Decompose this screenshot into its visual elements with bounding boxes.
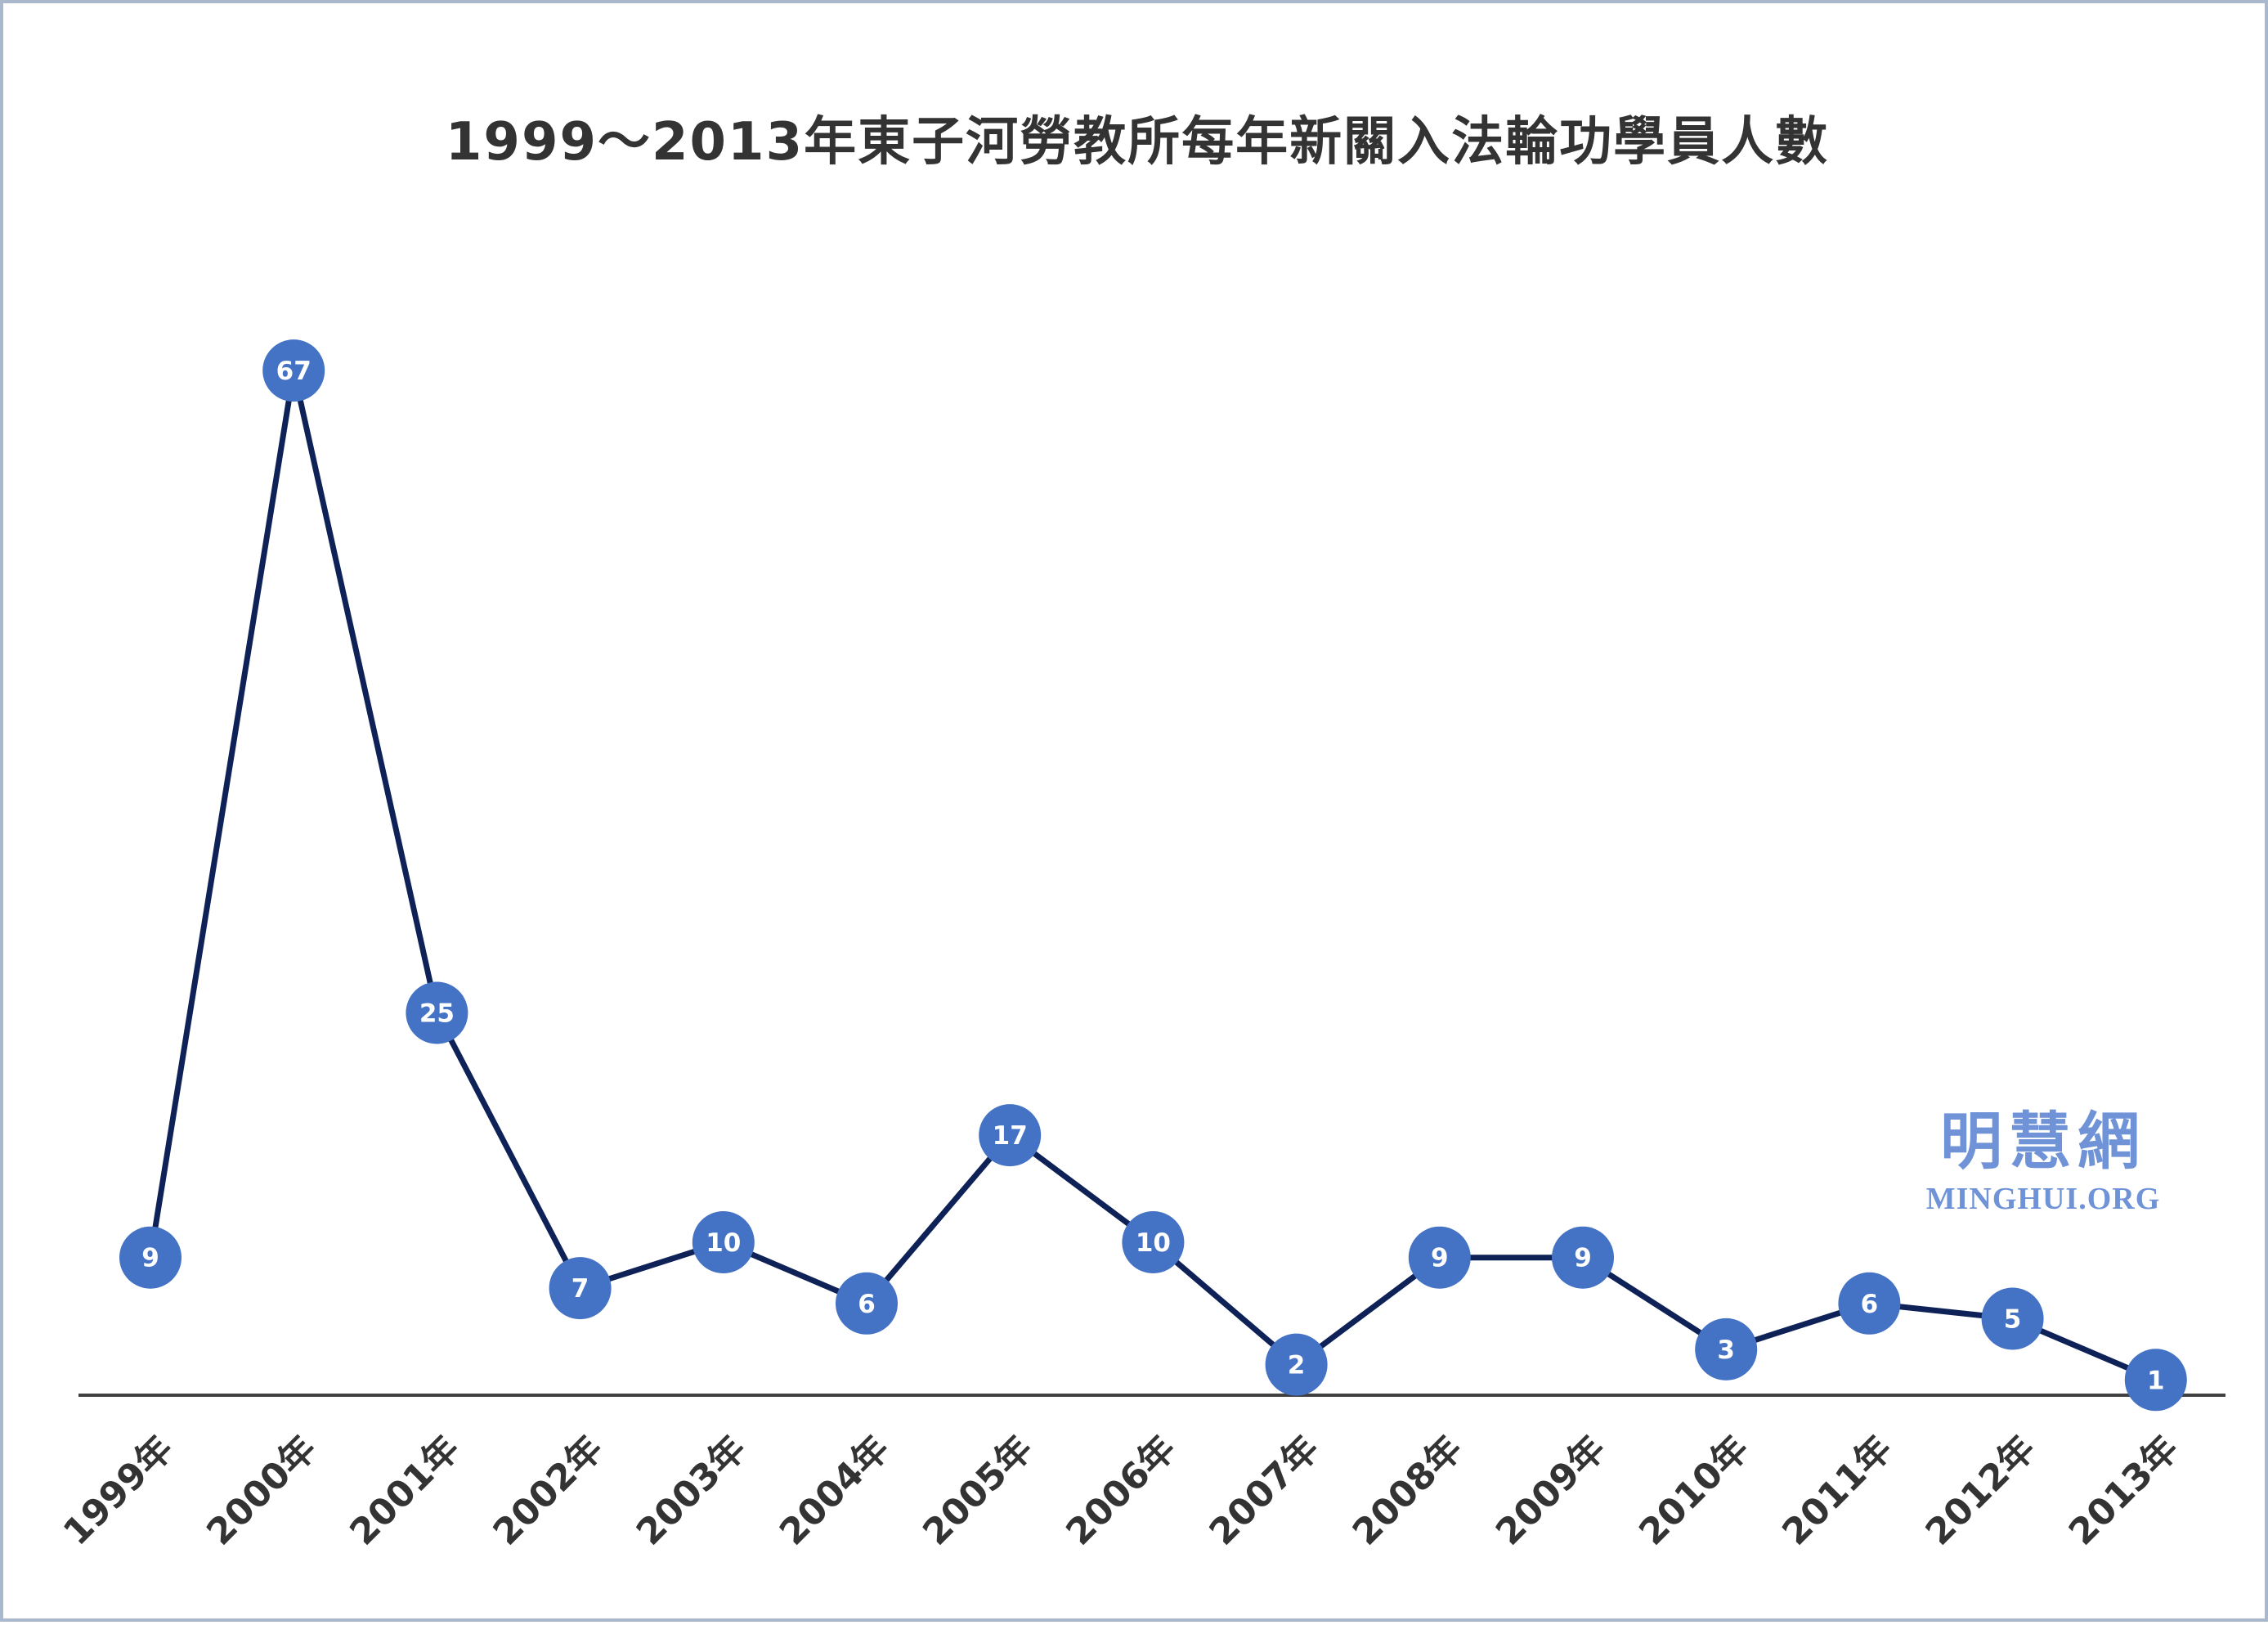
- logo-chinese-text: 明慧網: [1940, 1105, 2146, 1178]
- data-point: 25: [406, 981, 468, 1044]
- data-label: 2: [1288, 1351, 1306, 1380]
- x-tick-label: 2002年: [486, 1428, 612, 1554]
- logo-english-text: MINGHUI.ORG: [1925, 1181, 2161, 1216]
- data-point-marker: [1838, 1272, 1901, 1335]
- data-point-marker: [549, 1257, 612, 1320]
- data-point-marker: [1265, 1333, 1328, 1396]
- data-point: 9: [1408, 1226, 1471, 1289]
- data-label: 10: [706, 1228, 741, 1258]
- data-label: 67: [276, 357, 312, 386]
- data-point-marker: [1122, 1211, 1185, 1273]
- x-tick-label: 2007年: [1202, 1428, 1328, 1554]
- data-point-marker: [406, 981, 468, 1044]
- data-point-marker: [692, 1211, 755, 1273]
- data-label: 6: [858, 1290, 876, 1319]
- data-point: 17: [979, 1104, 1042, 1167]
- data-point-marker: [262, 339, 325, 402]
- data-point-marker: [836, 1272, 898, 1335]
- x-tick-label: 2003年: [629, 1428, 755, 1554]
- x-tick-label: 1999年: [56, 1428, 182, 1554]
- x-tick-label: 2013年: [2061, 1428, 2187, 1554]
- line-chart: 9 67 25 7 10 6 17 10 2 9 9 3 6 5 1 1999年 2000年 2001年 2002年…: [56, 339, 2225, 1554]
- data-label: 3: [1717, 1335, 1735, 1365]
- chart-title: 1999～2013年東子河勞教所每年新關入法輪功學員人數: [445, 112, 1830, 173]
- data-point: 6: [836, 1272, 898, 1335]
- data-label: 7: [571, 1274, 589, 1304]
- data-point-marker: [979, 1104, 1042, 1167]
- data-label: 9: [1431, 1244, 1449, 1273]
- data-point: 10: [1122, 1211, 1185, 1273]
- data-label: 10: [1136, 1228, 1171, 1258]
- data-point-marker: [119, 1226, 182, 1289]
- x-tick-label: 2006年: [1058, 1428, 1184, 1554]
- data-label: 9: [141, 1244, 159, 1273]
- data-point-marker: [1981, 1287, 2044, 1350]
- data-point: 7: [549, 1257, 612, 1320]
- x-tick-label: 2009年: [1488, 1428, 1614, 1554]
- x-tick-label: 2008年: [1345, 1428, 1471, 1554]
- data-point: 9: [119, 1226, 182, 1289]
- data-point: 10: [692, 1211, 755, 1273]
- x-tick-label: 2010年: [1631, 1428, 1757, 1554]
- x-tick-label: 2004年: [772, 1428, 898, 1554]
- minghui-logo: 明慧網 MINGHUI.ORG: [1900, 1107, 2186, 1217]
- data-point: 5: [1981, 1287, 2044, 1350]
- data-label: 1: [2147, 1366, 2165, 1395]
- data-point: 67: [262, 339, 325, 402]
- data-point-marker: [1695, 1318, 1758, 1380]
- data-point: 6: [1838, 1272, 1901, 1335]
- x-tick-label: 2001年: [342, 1428, 468, 1554]
- data-label: 17: [993, 1121, 1028, 1151]
- data-point-marker: [2124, 1349, 2187, 1412]
- data-point: 2: [1265, 1333, 1328, 1396]
- data-label: 9: [1574, 1244, 1592, 1273]
- data-label: 5: [2004, 1305, 2022, 1335]
- x-tick-label: 2005年: [915, 1428, 1041, 1554]
- x-tick-label: 2011年: [1774, 1428, 1900, 1554]
- x-tick-label: 2000年: [199, 1428, 325, 1554]
- data-point-marker: [1552, 1226, 1614, 1289]
- data-point: 9: [1552, 1226, 1614, 1289]
- data-point-marker: [1408, 1226, 1471, 1289]
- data-label: 25: [419, 999, 455, 1029]
- data-label: 6: [1861, 1290, 1879, 1319]
- x-tick-label: 2012年: [1918, 1428, 2044, 1554]
- data-point: 3: [1695, 1318, 1758, 1380]
- data-point: 1: [2124, 1349, 2187, 1412]
